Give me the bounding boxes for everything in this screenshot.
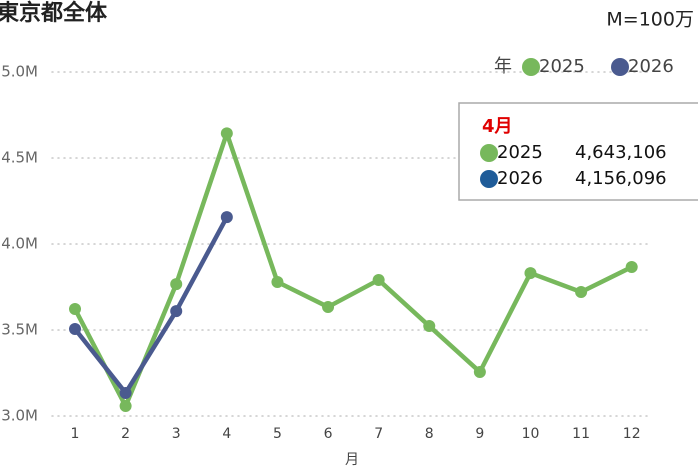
y-tick-label: 5.0M	[1, 63, 38, 81]
legend-marker	[611, 58, 629, 76]
tooltip-name: 2026	[497, 168, 543, 189]
data-point	[473, 365, 486, 378]
tooltip-value: 4,643,106	[575, 142, 667, 163]
data-point	[524, 267, 537, 280]
data-point	[69, 322, 82, 335]
data-point	[625, 261, 638, 274]
x-tick-label: 4	[222, 426, 231, 442]
data-point	[271, 276, 284, 289]
data-point	[170, 278, 183, 291]
data-point	[220, 211, 233, 224]
data-point	[119, 400, 132, 413]
data-point	[575, 285, 588, 298]
data-point	[372, 273, 385, 286]
legend-label: 2025	[539, 56, 585, 77]
tooltip-marker	[480, 170, 498, 188]
unit-note: M=100万	[606, 9, 694, 31]
x-tick-label: 11	[572, 426, 590, 442]
x-tick-label: 6	[324, 426, 333, 442]
series-line	[73, 131, 633, 409]
tooltip-box	[458, 102, 698, 201]
x-tick-label: 7	[374, 426, 383, 442]
y-tick-label: 3.5M	[1, 321, 38, 339]
legend-label: 2026	[628, 56, 674, 77]
data-point	[119, 386, 132, 399]
data-point	[170, 305, 183, 318]
tooltip-name: 2025	[497, 142, 543, 163]
chart-title: 東京都全体	[0, 0, 108, 26]
series-line	[73, 216, 229, 396]
y-tick-label: 4.0M	[1, 235, 38, 253]
x-tick-label: 3	[172, 426, 181, 442]
x-tick-label: 10	[522, 426, 540, 442]
tooltip-marker	[480, 144, 498, 162]
x-tick-label: 8	[425, 426, 434, 442]
tooltip-value: 4,156,096	[575, 168, 667, 189]
x-tick-label: 12	[623, 426, 641, 442]
x-tick-label: 9	[475, 426, 484, 442]
y-tick-label: 3.0M	[1, 407, 38, 425]
legend-title: 年	[494, 56, 512, 77]
x-tick-label: 5	[273, 426, 282, 442]
y-tick-label: 4.5M	[1, 149, 38, 167]
legend-marker	[522, 58, 540, 76]
data-point	[69, 303, 82, 316]
tooltip-title: 4月	[482, 116, 513, 137]
data-point	[423, 320, 436, 333]
x-tick-label: 1	[71, 426, 80, 442]
data-point	[322, 300, 335, 313]
data-point	[220, 127, 233, 140]
x-tick-label: 2	[121, 426, 130, 442]
x-axis-label: 月	[345, 452, 359, 468]
